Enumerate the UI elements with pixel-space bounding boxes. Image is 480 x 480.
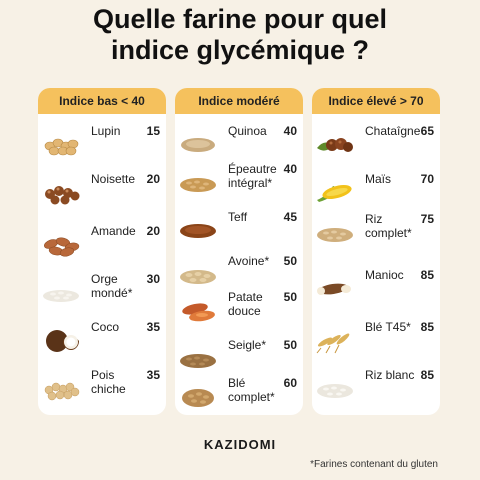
gluten-footnote: *Farines contenant du gluten [310,459,438,470]
list-item: Avoine* 50 [175,254,303,294]
item-index: 70 [420,172,434,186]
item-name: Orge mondé* [91,272,133,300]
item-index: 35 [146,320,160,334]
quinoa-icon [181,138,215,152]
item-index: 60 [283,376,297,390]
item-name: Blé T45* [365,320,411,334]
item-name: Manioc [365,268,404,282]
corn-icon [317,185,352,202]
item-name: Chataîgne [365,124,421,138]
item-name: Maïs [365,172,392,186]
barley-icon [43,290,79,302]
oats-icon [180,270,216,284]
list-item: Orge mondé* 30 [38,272,166,312]
item-name: Riz blanc [365,368,415,382]
list-item: Blé complet* 60 [175,376,303,415]
item-name: Riz complet* [365,212,412,240]
rye-icon [180,354,216,368]
item-name: Seigle* [228,338,267,352]
list-item: Amande 20 [38,224,166,264]
list-item: Riz complet* 75 [312,212,440,252]
item-name: Lupin [91,124,121,138]
column-low-index: Indice bas < 40 Lupin 15 Noisette 20 [38,88,166,415]
item-name: Amande [91,224,136,238]
teff-icon [180,224,216,238]
item-name: Quinoa [228,124,267,138]
list-item: Pois chiche 35 [38,368,166,408]
item-name: Coco [91,320,120,334]
list-item: Épeautre intégral* 40 [175,162,303,202]
item-name: Pois chiche [91,368,126,396]
item-index: 85 [420,368,434,382]
item-index: 40 [283,162,297,176]
list-item: Noisette 20 [38,172,166,212]
item-index: 75 [420,212,434,226]
page-title: Quelle farine pour quel indice glycémiqu… [0,4,480,66]
item-index: 20 [146,224,160,238]
item-index: 15 [146,124,160,138]
column-header: Indice élevé > 70 [312,88,440,114]
brand-logo: KAZIDOMI [203,437,277,452]
whole-wheat-icon [182,389,214,407]
list-item: Maïs 70 [312,172,440,212]
item-index: 30 [146,272,160,286]
item-index: 85 [420,320,434,334]
column-high-index: Indice élevé > 70 Chataîgne 65 Maïs 70 R… [312,88,440,415]
list-item: Seigle* 50 [175,338,303,378]
chestnut-icon [317,138,353,152]
brown-rice-icon [317,228,353,242]
item-index: 85 [420,268,434,282]
list-item: Quinoa 40 [175,124,303,164]
list-item: Patate douce 50 [175,290,303,330]
cassava-icon [317,283,351,295]
spelt-icon [180,178,216,192]
item-name: Blé complet* [228,376,275,404]
list-item: Manioc 85 [312,268,440,308]
title-line-2: indice glycémique ? [110,35,370,65]
item-name: Avoine* [228,254,270,268]
column-header: Indice bas < 40 [38,88,166,114]
lupin-seeds-icon [44,138,79,156]
almond-icon [44,237,80,257]
sweet-potato-icon [182,303,215,322]
item-name: Patate douce [228,290,263,318]
item-index: 65 [420,124,434,138]
item-index: 45 [283,210,297,224]
item-index: 50 [283,338,297,352]
list-item: Blé T45* 85 [312,320,440,360]
list-item: Teff 45 [175,210,303,250]
hazelnut-icon [45,186,80,205]
list-item: Chataîgne 65 [312,124,440,164]
chickpea-icon [44,382,80,401]
column-moderate-index: Indice modéré Quinoa 40 Épeautre intégra… [175,88,303,415]
list-item: Lupin 15 [38,124,166,164]
item-index: 50 [283,290,297,304]
column-header: Indice modéré [175,88,303,114]
list-item: Coco 35 [38,320,166,360]
item-name: Noisette [91,172,136,186]
wheat-ears-icon [316,333,350,354]
item-index: 35 [146,368,160,382]
item-name: Épeautre intégral* [228,162,277,190]
item-index: 20 [146,172,160,186]
item-index: 40 [283,124,297,138]
white-rice-icon [317,384,353,398]
coconut-icon [46,330,79,352]
item-name: Teff [228,210,248,224]
list-item: Riz blanc 85 [312,368,440,408]
item-index: 50 [283,254,297,268]
title-line-1: Quelle farine pour quel [92,4,388,34]
